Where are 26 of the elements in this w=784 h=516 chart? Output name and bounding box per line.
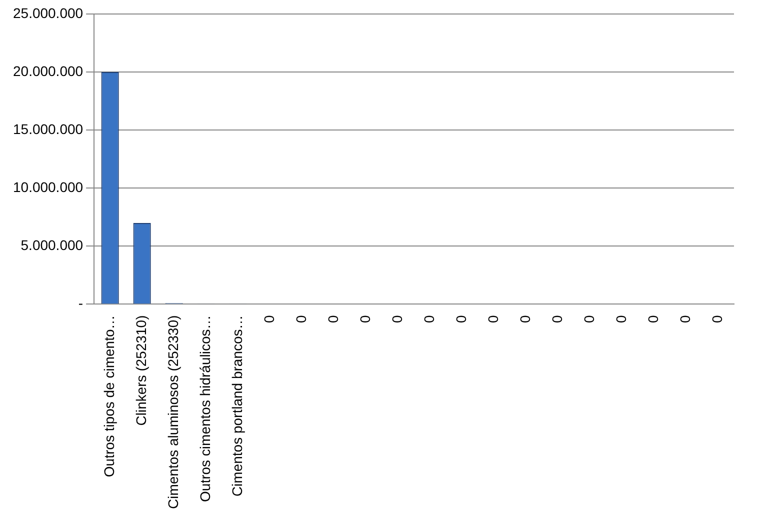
x-tick-label: Outros cimentos hidráulicos… bbox=[196, 315, 213, 502]
x-tick-label: Outros tipos de cimento… bbox=[100, 315, 117, 478]
x-tick-label: 0 bbox=[484, 315, 501, 324]
y-tick-label: 5.000.000 bbox=[20, 237, 84, 254]
x-tick-label: 0 bbox=[708, 315, 725, 324]
y-tick-label: 10.000.000 bbox=[12, 179, 84, 195]
x-tick-label: 0 bbox=[292, 315, 309, 324]
y-tick-label: 20.000.000 bbox=[12, 62, 84, 79]
x-tick-label: 0 bbox=[324, 315, 341, 324]
x-tick-label: 0 bbox=[676, 315, 693, 324]
x-tick-label: 0 bbox=[612, 315, 629, 324]
x-tick-label: 0 bbox=[644, 315, 661, 324]
x-tick-label: 0 bbox=[260, 315, 277, 324]
y-tick-label: - bbox=[78, 295, 84, 312]
x-tick-label: Clinkers (252310) bbox=[132, 315, 149, 426]
x-tick-label: 0 bbox=[580, 315, 597, 324]
x-tick-label: 0 bbox=[548, 315, 565, 324]
x-tick-label: 0 bbox=[420, 315, 437, 324]
x-tick-label: Cimentos aluminosos (252330) bbox=[164, 315, 181, 509]
x-tick-label: 0 bbox=[516, 315, 533, 324]
x-tick-label: Cimentos portland brancos… bbox=[228, 315, 245, 497]
x-tick-label: 0 bbox=[452, 315, 469, 324]
y-tick-label: 15.000.000 bbox=[12, 120, 84, 137]
y-tick-label: 25.000.000 bbox=[12, 4, 84, 21]
x-tick-label: 0 bbox=[388, 315, 405, 324]
x-tick-label: 0 bbox=[356, 315, 373, 324]
